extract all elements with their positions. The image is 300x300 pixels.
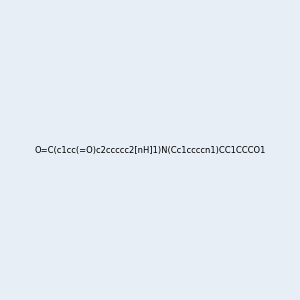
- Text: O=C(c1cc(=O)c2ccccc2[nH]1)N(Cc1ccccn1)CC1CCCO1: O=C(c1cc(=O)c2ccccc2[nH]1)N(Cc1ccccn1)CC…: [34, 146, 266, 154]
